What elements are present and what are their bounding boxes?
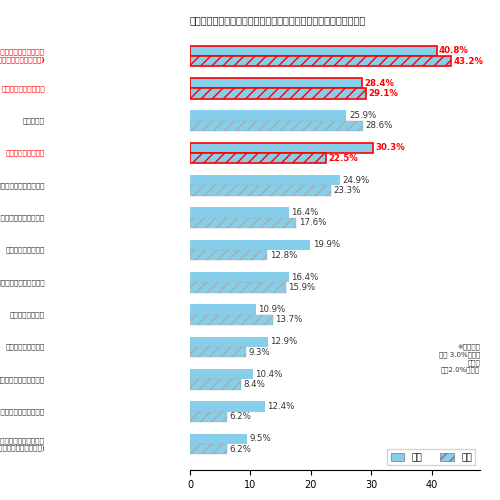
Text: 生活用品を買う施設が充実している
（スーパーマーケット、コンビニ、ドラッグストアなど): 生活用品を買う施設が充実している （スーパーマーケット、コンビニ、ドラッグストア… <box>0 49 45 63</box>
Bar <box>190 56 451 66</box>
Bar <box>190 120 363 131</box>
Bar <box>190 380 241 390</box>
Bar <box>190 88 366 99</box>
Text: 自治体の支援が充実している
（新婚支援、子育て支援など): 自治体の支援が充実している （新婚支援、子育て支援など) <box>0 437 45 451</box>
Text: 30.3%: 30.3% <box>376 144 405 152</box>
Bar <box>190 347 246 358</box>
Text: 現在住んでいるエリアを決める上で重視したことは何ですか？（複: 現在住んでいるエリアを決める上で重視したことは何ですか？（複 <box>190 15 366 25</box>
Bar <box>190 186 331 196</box>
Bar <box>190 314 273 325</box>
Text: ※特になし
男性 3.0%、女性
その他
男性2.0%、女性: ※特になし 男性 3.0%、女性 その他 男性2.0%、女性 <box>438 344 480 373</box>
Bar <box>190 402 265 412</box>
Text: お互いの実家の中間: お互いの実家の中間 <box>6 344 45 350</box>
Text: 災害リスクが少ない: 災害リスクが少ない <box>6 246 45 254</box>
Text: 16.4%: 16.4% <box>292 272 319 281</box>
Text: 17.6%: 17.6% <box>299 218 326 228</box>
Text: 6.2%: 6.2% <box>230 412 252 422</box>
Bar <box>190 412 228 422</box>
Text: 自分の実家が近い: 自分の実家が近い <box>10 312 45 318</box>
Text: パートナーの勤務地が近い: パートナーの勤務地が近い <box>0 182 45 188</box>
Text: 16.4%: 16.4% <box>292 208 319 217</box>
Text: 自分もしくはパートナーの憧れの街だった: 自分もしくはパートナーの憧れの街だった <box>0 408 45 415</box>
Text: 12.8%: 12.8% <box>270 250 297 260</box>
Text: 25.9%: 25.9% <box>349 111 376 120</box>
Text: 13.7%: 13.7% <box>275 316 302 324</box>
Text: 6.2%: 6.2% <box>230 445 252 454</box>
Text: 8.4%: 8.4% <box>243 380 265 389</box>
Text: 趣味や娯楽を楽しめる場所がある: 趣味や娯楽を楽しめる場所がある <box>0 279 45 285</box>
Text: 19.9%: 19.9% <box>312 240 340 250</box>
Text: 28.4%: 28.4% <box>364 78 394 88</box>
Text: 9.3%: 9.3% <box>248 348 270 356</box>
Legend: 男性, 女性: 男性, 女性 <box>387 449 476 466</box>
Bar <box>190 250 268 260</box>
Text: お互いの勤務地の中間: お互いの勤務地の中間 <box>1 85 45 91</box>
Bar <box>190 208 289 218</box>
Bar <box>190 369 253 380</box>
Bar <box>190 153 326 164</box>
Bar <box>190 304 256 314</box>
Bar <box>190 218 296 228</box>
Text: 自分もしくはパートナーの土地勘があったエリア: 自分もしくはパートナーの土地勘があったエリア <box>0 214 45 221</box>
Text: 10.9%: 10.9% <box>258 305 285 314</box>
Text: パートナーの実家が近い: パートナーの実家が近い <box>0 376 45 382</box>
Bar <box>190 272 289 282</box>
Text: 自分の勤務地が近い: 自分の勤務地が近い <box>6 150 45 156</box>
Text: 10.4%: 10.4% <box>256 370 282 378</box>
Bar <box>190 78 362 88</box>
Bar <box>190 240 310 250</box>
Bar <box>190 434 248 444</box>
Text: 43.2%: 43.2% <box>454 56 484 66</box>
Text: 40.8%: 40.8% <box>439 46 469 55</box>
Text: 23.3%: 23.3% <box>333 186 360 195</box>
Bar <box>190 282 286 292</box>
Text: 15.9%: 15.9% <box>288 283 316 292</box>
Bar <box>190 444 228 454</box>
Text: 治安が良い: 治安が良い <box>23 118 45 124</box>
Text: 24.9%: 24.9% <box>343 176 370 184</box>
Text: 29.1%: 29.1% <box>368 89 398 98</box>
Text: 9.5%: 9.5% <box>250 434 272 444</box>
Bar <box>190 142 373 153</box>
Text: 22.5%: 22.5% <box>328 154 358 162</box>
Bar <box>190 175 340 186</box>
Text: 12.4%: 12.4% <box>268 402 294 411</box>
Text: 12.9%: 12.9% <box>270 338 297 346</box>
Bar <box>190 46 436 56</box>
Bar <box>190 336 268 347</box>
Text: 28.6%: 28.6% <box>365 122 392 130</box>
Bar <box>190 110 346 120</box>
